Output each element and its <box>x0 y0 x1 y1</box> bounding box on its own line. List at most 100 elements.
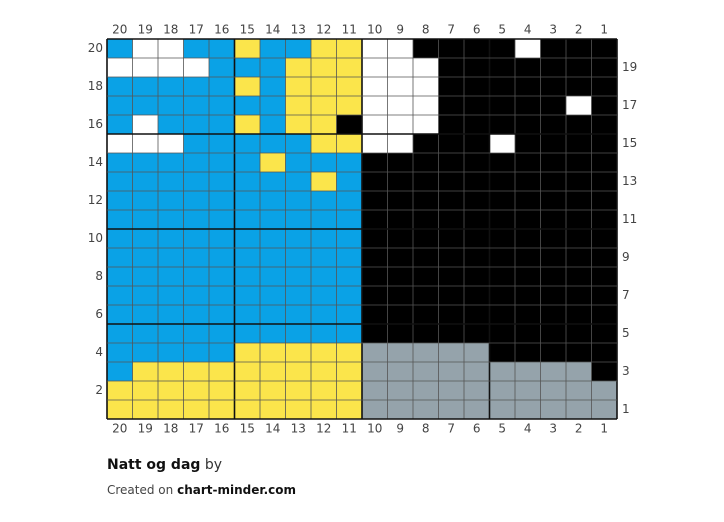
chart-name: Natt og dag <box>107 457 201 473</box>
chart-cell <box>285 210 311 229</box>
chart-cell <box>438 77 464 96</box>
chart-cell <box>464 305 490 324</box>
chart-cell <box>362 191 388 210</box>
chart-cell <box>362 381 388 400</box>
chart-cell <box>183 210 209 229</box>
column-number-bottom: 12 <box>316 422 331 436</box>
chart-cell <box>438 210 464 229</box>
chart-cell <box>260 305 286 324</box>
chart-cell <box>107 362 133 381</box>
chart-cell <box>183 324 209 343</box>
chart-cell <box>489 191 515 210</box>
chart-cell <box>489 343 515 362</box>
chart-cell <box>438 229 464 248</box>
chart-cell <box>183 229 209 248</box>
chart-cell <box>336 191 362 210</box>
chart-cell <box>336 381 362 400</box>
chart-cell <box>591 172 617 191</box>
chart-cell <box>311 229 337 248</box>
chart-cell <box>132 400 158 419</box>
chart-cell <box>311 286 337 305</box>
chart-cell <box>158 286 184 305</box>
chart-cell <box>387 400 413 419</box>
chart-cell <box>464 134 490 153</box>
chart-cell <box>285 172 311 191</box>
chart-cell <box>132 153 158 172</box>
chart-cell <box>132 172 158 191</box>
chart-cell <box>515 248 541 267</box>
chart-cell <box>540 400 566 419</box>
chart-cell <box>515 324 541 343</box>
chart-cell <box>540 286 566 305</box>
row-number-left: 10 <box>88 231 103 245</box>
column-number-bottom: 14 <box>265 422 280 436</box>
chart-cell <box>285 153 311 172</box>
chart-cell <box>107 58 133 77</box>
chart-cell <box>413 248 439 267</box>
column-number-top: 11 <box>342 23 357 37</box>
chart-cell <box>387 134 413 153</box>
chart-cell <box>234 229 260 248</box>
chart-cell <box>234 115 260 134</box>
chart-cell <box>540 191 566 210</box>
chart-cell <box>209 115 235 134</box>
chart-cell <box>234 324 260 343</box>
chart-cell <box>566 267 592 286</box>
column-number-top: 16 <box>214 23 229 37</box>
chart-cell <box>515 343 541 362</box>
chart-cell <box>515 286 541 305</box>
chart-cell <box>311 134 337 153</box>
chart-cell <box>591 286 617 305</box>
chart-cell <box>260 153 286 172</box>
chart-cell <box>132 39 158 58</box>
chart-cell <box>234 153 260 172</box>
chart-cell <box>387 248 413 267</box>
chart-cell <box>183 191 209 210</box>
chart-cell <box>362 77 388 96</box>
chart-cell <box>260 286 286 305</box>
chart-cell <box>566 115 592 134</box>
column-number-bottom: 18 <box>163 422 178 436</box>
chart-cell <box>107 77 133 96</box>
chart-cell <box>158 324 184 343</box>
chart-cell <box>158 400 184 419</box>
chart-cell <box>540 229 566 248</box>
chart-cell <box>311 324 337 343</box>
chart-cell <box>158 229 184 248</box>
chart-cell <box>515 381 541 400</box>
chart-cell <box>387 77 413 96</box>
chart-cell <box>566 286 592 305</box>
chart-cell <box>540 153 566 172</box>
chart-cell <box>260 381 286 400</box>
chart-credit: Created on chart-minder.com <box>107 483 296 497</box>
chart-cell <box>591 248 617 267</box>
column-number-top: 19 <box>138 23 153 37</box>
chart-cell <box>260 229 286 248</box>
column-number-top: 7 <box>447 23 455 37</box>
column-number-bottom: 16 <box>214 422 229 436</box>
chart-cell <box>209 172 235 191</box>
chart-cell <box>285 248 311 267</box>
chart-cell <box>362 267 388 286</box>
chart-cell <box>464 324 490 343</box>
chart-cell <box>489 362 515 381</box>
chart-cell <box>234 286 260 305</box>
chart-cell <box>515 115 541 134</box>
site-link[interactable]: chart-minder.com <box>177 483 296 497</box>
chart-cell <box>540 267 566 286</box>
chart-cell <box>158 58 184 77</box>
chart-cell <box>464 229 490 248</box>
chart-cell <box>515 210 541 229</box>
chart-cell <box>209 191 235 210</box>
row-number-right: 11 <box>622 212 637 226</box>
chart-cell <box>285 286 311 305</box>
chart-cell <box>336 96 362 115</box>
chart-cell <box>387 229 413 248</box>
chart-cell <box>387 191 413 210</box>
chart-cell <box>387 286 413 305</box>
chart-cell <box>260 400 286 419</box>
chart-cell <box>234 305 260 324</box>
chart-cell <box>209 381 235 400</box>
chart-cell <box>362 96 388 115</box>
